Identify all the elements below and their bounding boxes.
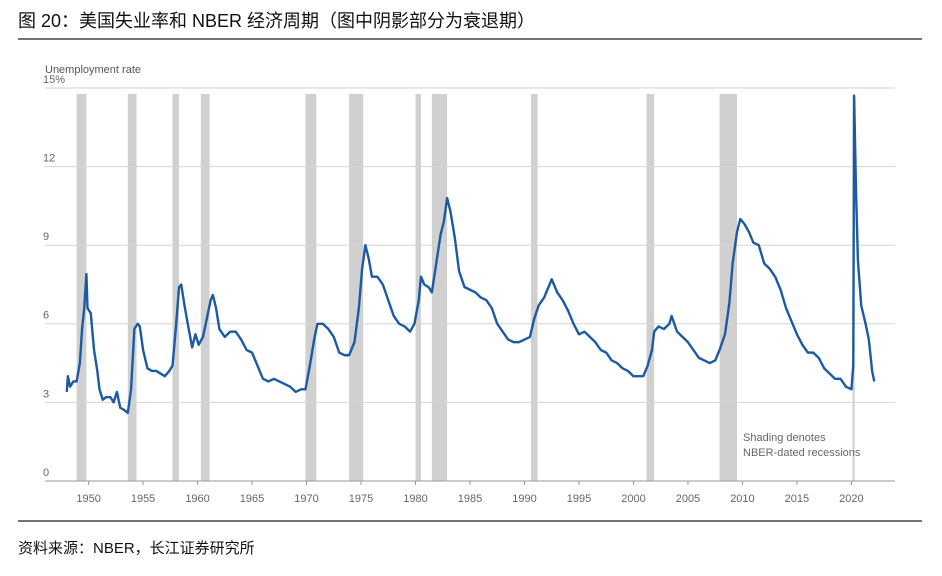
y-tick-label: 6 bbox=[43, 310, 49, 322]
recession-band bbox=[646, 94, 655, 481]
x-tick-label: 1980 bbox=[403, 493, 427, 505]
recession-band bbox=[431, 94, 448, 481]
x-tick-label: 1960 bbox=[185, 493, 209, 505]
x-tick-label: 1990 bbox=[512, 493, 536, 505]
recession-band bbox=[76, 94, 87, 481]
recession-band bbox=[172, 94, 180, 481]
y-tick-label: 9 bbox=[43, 231, 49, 243]
x-tick-label: 1970 bbox=[294, 493, 318, 505]
y-tick-label: 3 bbox=[43, 388, 49, 400]
y-tick-label: 0 bbox=[43, 467, 49, 479]
recession-band bbox=[349, 94, 364, 481]
chart-title: 图 20：美国失业率和 NBER 经济周期（图中阴影部分为衰退期） bbox=[18, 11, 535, 31]
x-tick-label: 2010 bbox=[730, 493, 754, 505]
unemployment-line bbox=[65, 94, 876, 415]
annotation: Shading denotes bbox=[743, 432, 826, 444]
y-tick-label: 15% bbox=[43, 74, 65, 86]
x-tick-label: 2020 bbox=[839, 493, 863, 505]
recession-band bbox=[719, 94, 737, 481]
x-tick-label: 1965 bbox=[240, 493, 264, 505]
recession-band bbox=[531, 94, 538, 481]
x-tick-label: 1950 bbox=[76, 493, 100, 505]
recession-band bbox=[200, 94, 210, 481]
x-tick-label: 2005 bbox=[676, 493, 700, 505]
x-tick-label: 1975 bbox=[349, 493, 373, 505]
annotation: NBER-dated recessions bbox=[743, 447, 861, 459]
x-tick-label: 1995 bbox=[567, 493, 591, 505]
x-tick-label: 2015 bbox=[785, 493, 809, 505]
x-tick-label: 1955 bbox=[131, 493, 155, 505]
y-axis-label: Unemployment rate bbox=[45, 64, 141, 76]
recession-band bbox=[127, 94, 137, 481]
x-tick-label: 2000 bbox=[621, 493, 645, 505]
x-tick-label: 1985 bbox=[458, 493, 482, 505]
recession-band bbox=[305, 94, 317, 481]
y-tick-label: 12 bbox=[43, 153, 55, 165]
recession-band bbox=[415, 94, 421, 481]
source: 资料来源：NBER，长江证券研究所 bbox=[18, 540, 255, 557]
